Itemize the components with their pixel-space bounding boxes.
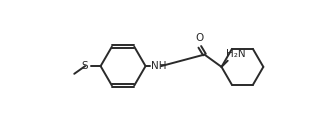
Text: NH: NH <box>151 61 166 72</box>
Text: H₂N: H₂N <box>226 49 246 59</box>
Text: S: S <box>82 61 88 71</box>
Text: O: O <box>195 33 203 43</box>
